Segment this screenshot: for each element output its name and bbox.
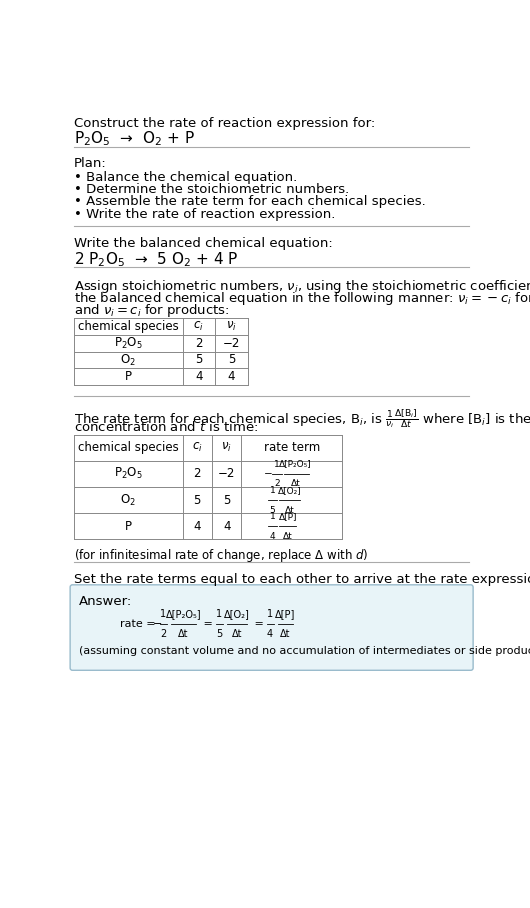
- Text: Δt: Δt: [291, 479, 301, 489]
- Text: P$_2$O$_5$  →  O$_2$ + P: P$_2$O$_5$ → O$_2$ + P: [74, 130, 195, 148]
- Text: $\nu_i$: $\nu_i$: [226, 320, 237, 332]
- Text: Write the balanced chemical equation:: Write the balanced chemical equation:: [74, 237, 333, 250]
- Text: Δt: Δt: [232, 629, 242, 639]
- Text: Δ[P₂O₅]: Δ[P₂O₅]: [165, 609, 201, 619]
- Text: Answer:: Answer:: [78, 595, 132, 607]
- Text: Δ[P]: Δ[P]: [279, 512, 297, 521]
- Text: Set the rate terms equal to each other to arrive at the rate expression:: Set the rate terms equal to each other t…: [74, 573, 530, 587]
- Text: 4: 4: [193, 519, 201, 533]
- Text: 5: 5: [195, 353, 202, 367]
- Text: −2: −2: [223, 337, 240, 350]
- Text: 1: 1: [216, 609, 222, 619]
- Text: 1: 1: [270, 486, 275, 495]
- Text: 2: 2: [160, 629, 166, 639]
- Text: 1: 1: [267, 609, 273, 619]
- Text: 5: 5: [270, 506, 275, 515]
- Text: 2: 2: [274, 479, 280, 489]
- Text: Plan:: Plan:: [74, 157, 107, 171]
- Text: 1: 1: [270, 512, 275, 521]
- Text: the balanced chemical equation in the following manner: $\nu_i = -c_i$ for react: the balanced chemical equation in the fo…: [74, 290, 530, 307]
- Text: $c_i$: $c_i$: [192, 441, 202, 454]
- Text: chemical species: chemical species: [78, 320, 179, 332]
- FancyBboxPatch shape: [70, 585, 473, 670]
- Text: 2 P$_2$O$_5$  →  5 O$_2$ + 4 P: 2 P$_2$O$_5$ → 5 O$_2$ + 4 P: [74, 250, 238, 269]
- Text: Δ[P₂O₅]: Δ[P₂O₅]: [279, 459, 312, 469]
- Text: rate =: rate =: [120, 619, 160, 629]
- Text: 4: 4: [270, 532, 275, 540]
- Text: and $\nu_i = c_i$ for products:: and $\nu_i = c_i$ for products:: [74, 302, 229, 320]
- Text: =: =: [251, 619, 268, 629]
- Text: concentration and $t$ is time:: concentration and $t$ is time:: [74, 420, 258, 434]
- Text: Δt: Δt: [283, 532, 293, 540]
- Text: Δt: Δt: [178, 629, 189, 639]
- Text: chemical species: chemical species: [78, 441, 179, 454]
- Text: • Write the rate of reaction expression.: • Write the rate of reaction expression.: [74, 208, 335, 221]
- Text: Δt: Δt: [285, 506, 294, 515]
- Text: 2: 2: [195, 337, 202, 350]
- Text: Δt: Δt: [280, 629, 291, 639]
- Text: −: −: [153, 619, 162, 629]
- Text: 5: 5: [228, 353, 235, 367]
- Text: O$_2$: O$_2$: [120, 492, 136, 508]
- Text: 4: 4: [227, 370, 235, 383]
- Text: 5: 5: [193, 494, 201, 507]
- Text: O$_2$: O$_2$: [120, 352, 136, 368]
- Text: Δ[O₂]: Δ[O₂]: [278, 486, 302, 495]
- Text: 5: 5: [216, 629, 222, 639]
- Text: • Assemble the rate term for each chemical species.: • Assemble the rate term for each chemic…: [74, 195, 426, 208]
- Text: −2: −2: [218, 468, 235, 480]
- Text: −: −: [264, 469, 273, 479]
- Text: 2: 2: [193, 468, 201, 480]
- Text: $\nu_i$: $\nu_i$: [221, 441, 232, 454]
- Text: Assign stoichiometric numbers, $\nu_i$, using the stoichiometric coefficients, $: Assign stoichiometric numbers, $\nu_i$, …: [74, 278, 530, 294]
- Text: =: =: [200, 619, 217, 629]
- Text: • Determine the stoichiometric numbers.: • Determine the stoichiometric numbers.: [74, 183, 349, 196]
- Text: Δ[O₂]: Δ[O₂]: [224, 609, 250, 619]
- Text: 1: 1: [274, 459, 280, 469]
- Text: P: P: [125, 370, 132, 383]
- Text: $c_i$: $c_i$: [193, 320, 204, 332]
- Text: (for infinitesimal rate of change, replace Δ with $d$): (for infinitesimal rate of change, repla…: [74, 548, 368, 564]
- Text: 4: 4: [267, 629, 273, 639]
- Text: Construct the rate of reaction expression for:: Construct the rate of reaction expressio…: [74, 116, 375, 130]
- Text: P$_2$O$_5$: P$_2$O$_5$: [114, 335, 143, 350]
- Text: 5: 5: [223, 494, 231, 507]
- Text: P: P: [125, 519, 132, 533]
- Text: • Balance the chemical equation.: • Balance the chemical equation.: [74, 171, 297, 183]
- Text: 4: 4: [195, 370, 202, 383]
- Text: The rate term for each chemical species, B$_i$, is $\frac{1}{\nu_i}\frac{\Delta[: The rate term for each chemical species,…: [74, 407, 530, 429]
- Text: rate term: rate term: [263, 441, 320, 454]
- Text: 4: 4: [223, 519, 231, 533]
- Text: Δ[P]: Δ[P]: [276, 609, 296, 619]
- Text: 1: 1: [160, 609, 166, 619]
- Text: (assuming constant volume and no accumulation of intermediates or side products): (assuming constant volume and no accumul…: [78, 646, 530, 656]
- Text: P$_2$O$_5$: P$_2$O$_5$: [114, 467, 143, 481]
